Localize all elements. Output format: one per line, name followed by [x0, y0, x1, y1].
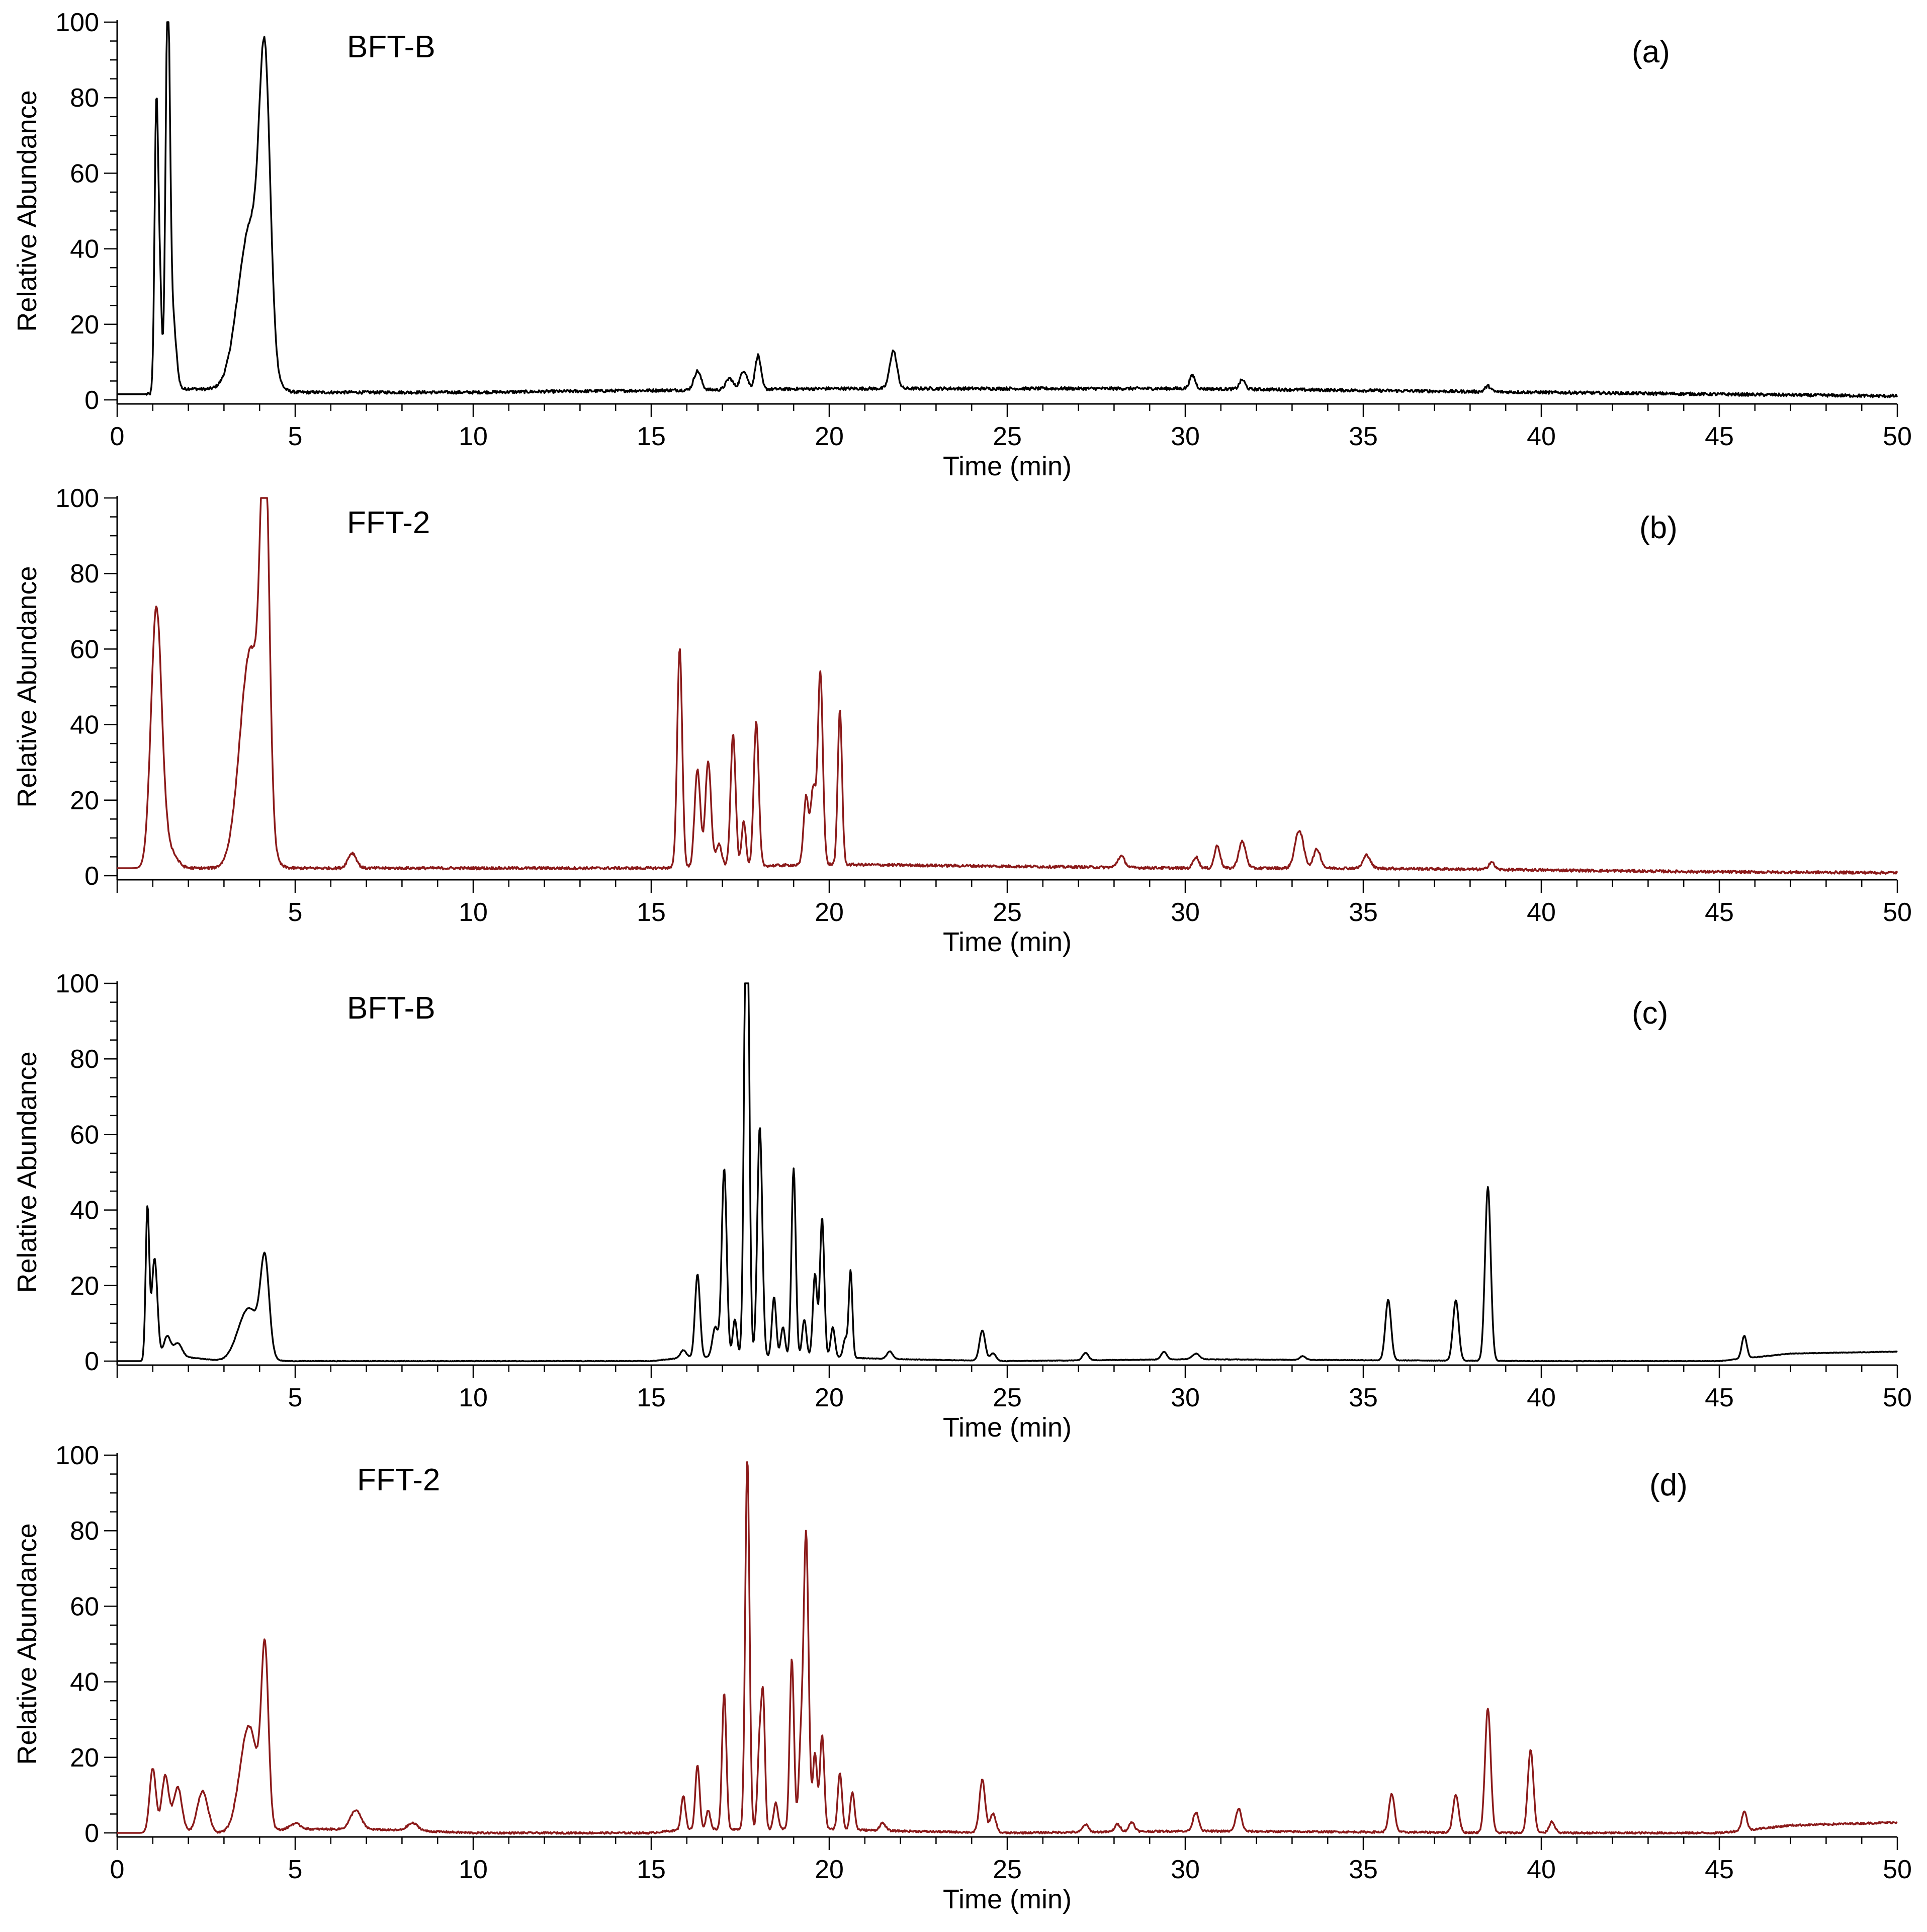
- x-tick-label: 30: [1171, 422, 1200, 451]
- x-tick-label: 50: [1883, 422, 1912, 451]
- x-tick-label: 25: [993, 422, 1022, 451]
- y-tick-label: 20: [70, 786, 99, 815]
- chromatogram-trace: [117, 1461, 1898, 1835]
- x-tick-label: 5: [288, 1855, 303, 1884]
- x-tick-label: 0: [110, 422, 125, 451]
- x-tick-label: 40: [1527, 1383, 1556, 1412]
- y-tick-label: 60: [70, 1120, 99, 1149]
- x-tick-label: 10: [459, 1383, 488, 1412]
- panel-label: (a): [1632, 35, 1670, 69]
- y-tick-label: 20: [70, 1272, 99, 1301]
- x-tick-label: 45: [1705, 898, 1734, 927]
- x-tick-label: 40: [1527, 422, 1556, 451]
- y-tick-label: 100: [55, 8, 99, 37]
- x-tick-label: 5: [288, 422, 303, 451]
- x-tick-label: 35: [1349, 898, 1378, 927]
- y-axis-title: Relative Abundance: [12, 1523, 42, 1765]
- x-tick-label: 15: [637, 1855, 666, 1884]
- y-tick-label: 100: [55, 969, 99, 998]
- y-tick-label: 20: [70, 1743, 99, 1773]
- chart-panel-b: 0 20 40 60 80 100 5 10 15 20 25 30 35 40 45 50 Time (min…: [12, 484, 1912, 957]
- sample-label: BFT-B: [347, 30, 435, 64]
- x-tick-label: 15: [637, 1383, 666, 1412]
- x-tick-label: 40: [1527, 898, 1556, 927]
- y-tick-label: 40: [70, 1196, 99, 1225]
- x-tick-label: 10: [459, 1855, 488, 1884]
- x-tick-label: 10: [459, 898, 488, 927]
- y-axis-title: Relative Abundance: [12, 1051, 42, 1293]
- chart-panel-c: 0 20 40 60 80 100 5 10 15 20 25 30 35 40 45 50 Time (min…: [12, 969, 1912, 1443]
- panel-label: (c): [1632, 996, 1668, 1031]
- x-tick-label: 45: [1705, 1383, 1734, 1412]
- x-tick-label: 20: [815, 898, 844, 927]
- x-tick-label: 35: [1349, 1855, 1378, 1884]
- x-tick-label: 30: [1171, 898, 1200, 927]
- y-tick-label: 20: [70, 310, 99, 340]
- x-tick-label: 20: [815, 1855, 844, 1884]
- x-tick-label: 25: [993, 1855, 1022, 1884]
- y-tick-label: 40: [70, 235, 99, 264]
- x-tick-label: 50: [1883, 898, 1912, 927]
- x-tick-label: 20: [815, 1383, 844, 1412]
- x-tick-label: 0: [110, 1855, 125, 1884]
- y-tick-label: 60: [70, 635, 99, 664]
- sample-label: BFT-B: [347, 991, 435, 1026]
- sample-label: FFT-2: [347, 506, 430, 540]
- x-tick-label: 50: [1883, 1383, 1912, 1412]
- y-tick-label: 60: [70, 1592, 99, 1621]
- y-tick-label: 0: [84, 1347, 99, 1376]
- x-tick-label: 25: [993, 1383, 1022, 1412]
- x-tick-label: 35: [1349, 422, 1378, 451]
- x-tick-label: 35: [1349, 1383, 1378, 1412]
- y-tick-label: 100: [55, 1441, 99, 1470]
- x-axis-title: Time (min): [943, 451, 1072, 481]
- chromatogram-trace: [117, 21, 1898, 398]
- x-tick-label: 15: [637, 422, 666, 451]
- x-tick-label: 45: [1705, 1855, 1734, 1884]
- x-axis-title: Time (min): [943, 927, 1072, 957]
- y-tick-label: 40: [70, 711, 99, 740]
- y-axis-title: Relative Abundance: [12, 566, 42, 807]
- y-tick-label: 0: [84, 1819, 99, 1848]
- y-tick-label: 80: [70, 1517, 99, 1546]
- y-tick-label: 80: [70, 559, 99, 589]
- sample-label: FFT-2: [357, 1463, 440, 1497]
- panel-label: (d): [1649, 1468, 1688, 1502]
- x-tick-label: 40: [1527, 1855, 1556, 1884]
- y-tick-label: 100: [55, 484, 99, 513]
- chart-panel-d: 0 20 40 60 80 100 0 5 10 15 20 25 30 35 40 45 50 Time (mi…: [12, 1441, 1912, 1914]
- x-tick-label: 20: [815, 422, 844, 451]
- x-tick-label: 30: [1171, 1383, 1200, 1412]
- y-tick-label: 0: [84, 386, 99, 415]
- panel-label: (b): [1639, 511, 1678, 545]
- x-tick-label: 10: [459, 422, 488, 451]
- chromatogram-trace: [117, 497, 1898, 875]
- x-tick-label: 15: [637, 898, 666, 927]
- x-tick-label: 50: [1883, 1855, 1912, 1884]
- x-tick-label: 5: [288, 898, 303, 927]
- x-tick-label: 5: [288, 1383, 303, 1412]
- y-tick-label: 80: [70, 1045, 99, 1074]
- x-tick-label: 30: [1171, 1855, 1200, 1884]
- y-tick-label: 40: [70, 1668, 99, 1697]
- x-axis-title: Time (min): [943, 1412, 1072, 1443]
- x-tick-label: 25: [993, 898, 1022, 927]
- y-axis-title: Relative Abundance: [12, 90, 42, 331]
- chromatogram-trace: [117, 982, 1898, 1363]
- y-tick-label: 80: [70, 83, 99, 113]
- y-tick-label: 60: [70, 159, 99, 188]
- chart-panel-a: 0 20 40 60 80 100 0 5 10 15 20 25 30 35 40 45 50 Time (mi…: [12, 8, 1912, 481]
- x-tick-label: 45: [1705, 422, 1734, 451]
- x-axis-title: Time (min): [943, 1884, 1072, 1914]
- y-tick-label: 0: [84, 862, 99, 891]
